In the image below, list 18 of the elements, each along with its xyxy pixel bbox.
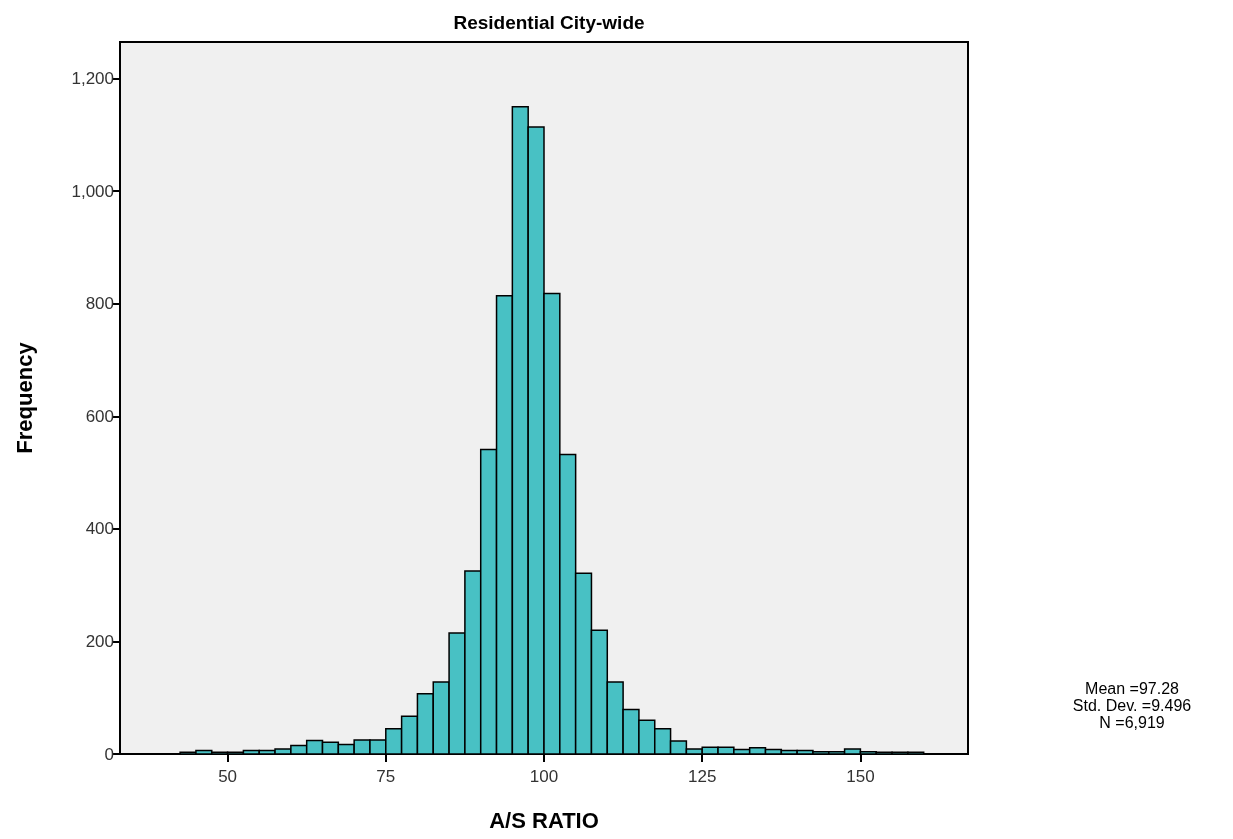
y-tick-label: 1,200 — [71, 69, 114, 89]
x-tick-label: 50 — [218, 767, 238, 786]
y-tick-label: 1,000 — [71, 181, 114, 201]
text: Mean =97.28 — [1085, 679, 1180, 697]
y-tick-label: 600 — [85, 406, 114, 426]
y-tick-label: 400 — [85, 519, 114, 539]
y-axis-title: Frequency — [11, 341, 37, 454]
y-tick-label: 800 — [85, 294, 114, 314]
x-tick-label: 100 — [529, 767, 559, 786]
text: Std. Dev. =9.496 — [1072, 696, 1192, 714]
text: N =6,919 — [1099, 713, 1165, 731]
y-tick-label: 0 — [104, 744, 114, 764]
y-tick-label: 200 — [85, 631, 114, 651]
x-tick-label: 75 — [376, 767, 396, 786]
chart-title: Residential City-wide — [453, 12, 645, 33]
x-axis-title: A/S RATIO — [489, 807, 599, 833]
x-tick-label: 125 — [688, 767, 717, 786]
x-tick-label: 150 — [846, 767, 875, 786]
